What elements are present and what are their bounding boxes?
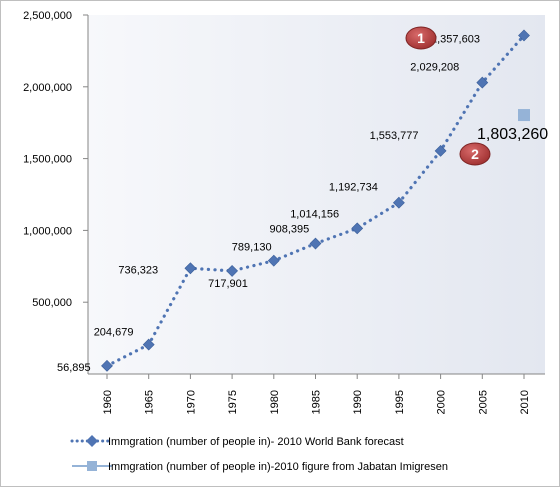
legend-swatch-square bbox=[87, 461, 97, 471]
data-label-1975: 717,901 bbox=[208, 278, 248, 290]
y-tick-label: 500,000 bbox=[32, 297, 72, 309]
data-point-2010 bbox=[518, 29, 530, 42]
data-point-1970 bbox=[184, 262, 197, 275]
data-point-1960 bbox=[101, 359, 113, 372]
y-tick-label: 2,000,000 bbox=[23, 82, 72, 94]
legend-label-world-bank-forecast: Immgration (number of people in)- 2010 W… bbox=[108, 436, 404, 448]
x-tick-label: 1980 bbox=[269, 390, 281, 414]
data-label-1980: 789,130 bbox=[232, 242, 272, 254]
annotation-badge-number: 2 bbox=[471, 146, 479, 162]
y-tick-label: 1,000,000 bbox=[23, 225, 72, 237]
x-tick-label: 1990 bbox=[352, 390, 364, 414]
x-tick-label: 2010 bbox=[519, 390, 531, 414]
annotation-badge-2 bbox=[459, 142, 491, 166]
data-label-2005: 2,029,208 bbox=[410, 62, 459, 74]
data-point-1975 bbox=[226, 264, 239, 277]
annotation-badge-number: 1 bbox=[417, 30, 425, 46]
legend-label-jabatan-imigresen: Immgration (number of people in)-2010 fi… bbox=[108, 461, 448, 473]
x-tick-label: 1960 bbox=[102, 390, 114, 414]
data-label-1985: 908,395 bbox=[270, 224, 310, 236]
data-point-1985 bbox=[309, 237, 322, 250]
x-tick-label: 2005 bbox=[477, 390, 489, 414]
data-point-2000 bbox=[434, 144, 447, 157]
data-label-jabatan-imigresen-2010: 1,803,260 bbox=[477, 126, 548, 143]
data-label-2000: 1,553,777 bbox=[370, 130, 419, 142]
data-label-2010: 2,357,603 bbox=[431, 33, 480, 45]
x-tick-label: 1975 bbox=[227, 390, 239, 414]
data-label-1960: 56,895 bbox=[57, 362, 91, 374]
data-point-1980 bbox=[267, 254, 280, 267]
data-point-1995 bbox=[392, 196, 405, 209]
annotation-badge-1 bbox=[405, 26, 437, 50]
legend-swatch-diamond bbox=[86, 435, 98, 447]
x-tick-label: 1995 bbox=[394, 390, 406, 414]
y-tick-label: 2,500,000 bbox=[23, 10, 72, 22]
data-point-1965 bbox=[142, 338, 155, 351]
x-tick-label: 1965 bbox=[144, 390, 156, 414]
y-tick-label: 1,500,000 bbox=[23, 154, 72, 166]
data-point-2005 bbox=[476, 76, 489, 89]
plot-area bbox=[88, 15, 545, 374]
data-label-1970: 736,323 bbox=[118, 264, 158, 276]
data-point-1990 bbox=[351, 222, 364, 235]
data-label-1995: 1,192,734 bbox=[329, 182, 378, 194]
data-label-1965: 204,679 bbox=[94, 327, 134, 339]
data-label-1990: 1,014,156 bbox=[290, 208, 339, 220]
x-tick-label: 1985 bbox=[311, 390, 323, 414]
x-tick-label: 1970 bbox=[185, 390, 197, 414]
data-point-jabatan-imigresen-2010 bbox=[518, 109, 530, 122]
x-tick-label: 2000 bbox=[436, 390, 448, 414]
